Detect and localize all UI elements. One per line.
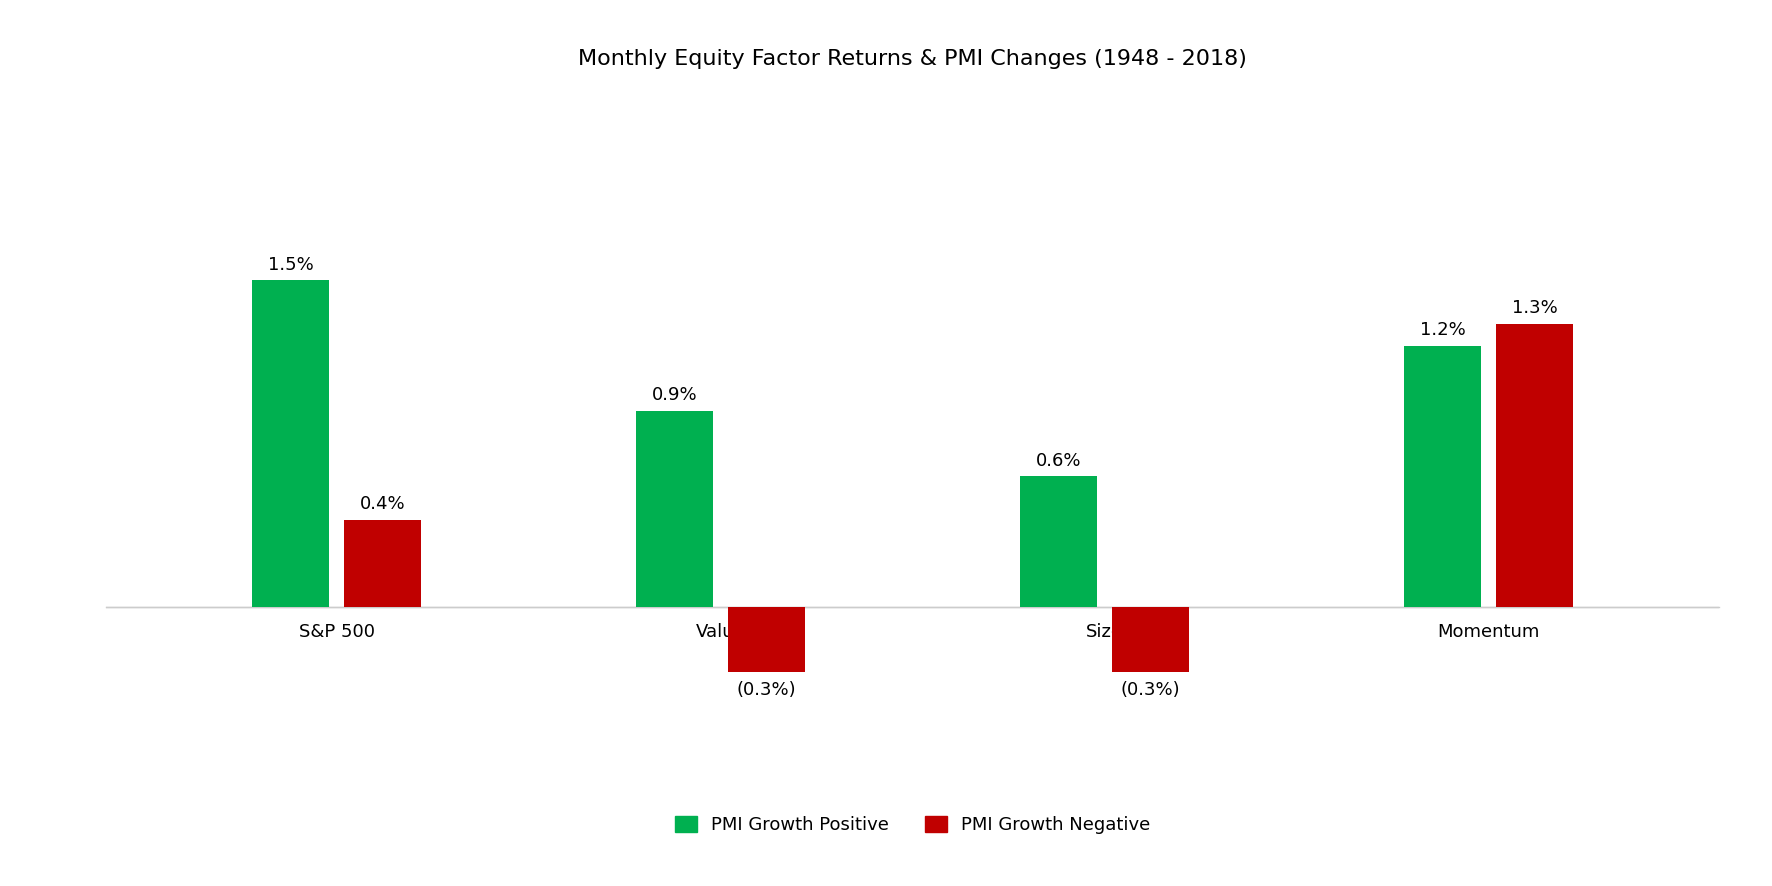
Text: (0.3%): (0.3%) [1122,680,1180,699]
Text: 0.6%: 0.6% [1035,452,1081,470]
Text: 1.3%: 1.3% [1512,299,1558,317]
Title: Monthly Equity Factor Returns & PMI Changes (1948 - 2018): Monthly Equity Factor Returns & PMI Chan… [578,49,1247,68]
Text: (0.3%): (0.3%) [737,680,796,699]
Legend: PMI Growth Positive, PMI Growth Negative: PMI Growth Positive, PMI Growth Negative [668,809,1157,842]
Bar [1021,477,1097,607]
Text: 1.5%: 1.5% [268,256,314,274]
Bar [1496,324,1574,607]
Text: 0.9%: 0.9% [652,386,698,404]
Bar [1113,607,1189,672]
Bar [636,411,712,607]
Bar [728,607,804,672]
Bar [1403,346,1481,607]
Bar [252,280,330,607]
Text: 0.4%: 0.4% [360,495,406,513]
Bar [344,520,422,607]
Text: 1.2%: 1.2% [1419,321,1465,339]
